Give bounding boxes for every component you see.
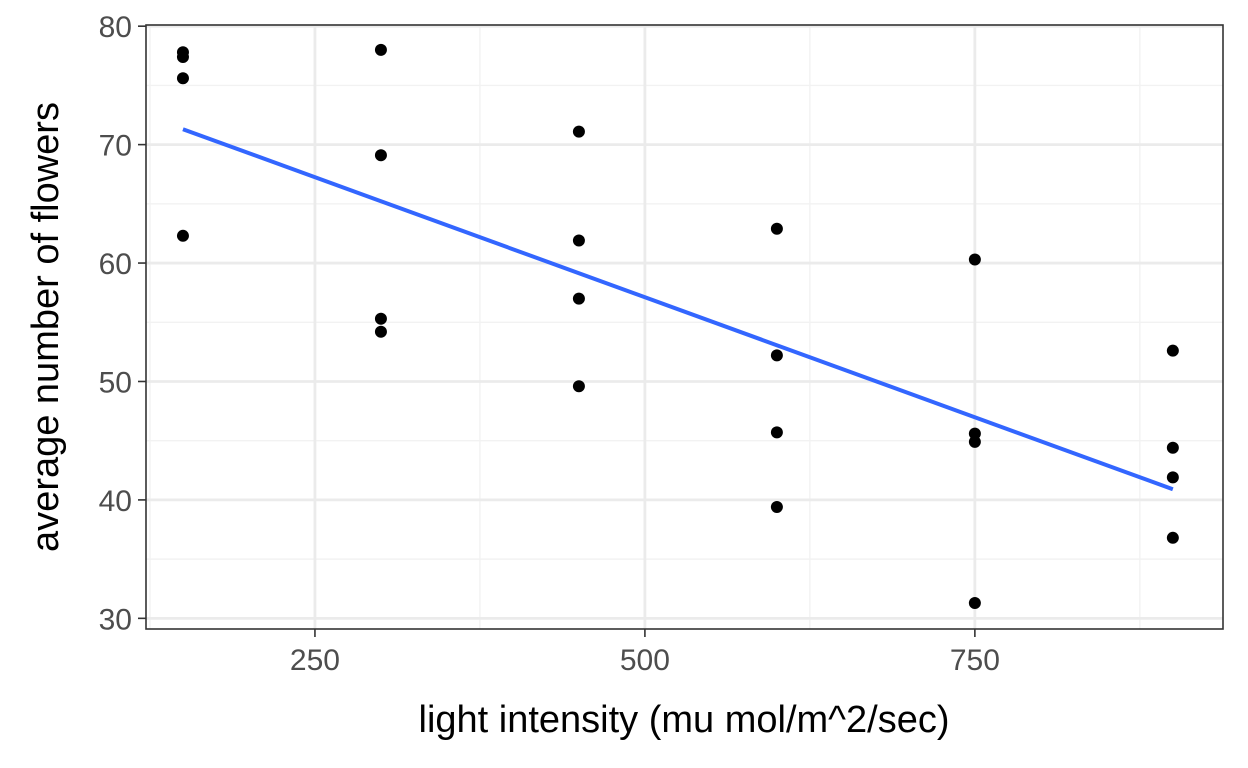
- plot-panel-background: [146, 25, 1223, 629]
- data-point: [572, 380, 585, 393]
- regression-line: [182, 127, 1174, 492]
- y-tick-label: 60: [99, 248, 132, 281]
- data-point: [572, 292, 585, 305]
- x-axis: 250 500 750: [290, 629, 1000, 677]
- points-layer: [176, 43, 1179, 609]
- y-axis: 30 40 50 60 70 80: [99, 11, 146, 636]
- data-point: [572, 234, 585, 247]
- y-axis-title: average number of flowers: [25, 102, 67, 552]
- y-tick-label: 40: [99, 485, 132, 518]
- y-tick-label: 70: [99, 130, 132, 163]
- data-point: [374, 43, 387, 56]
- data-point: [968, 253, 981, 266]
- grid-major: [146, 24, 1223, 629]
- data-point: [374, 325, 387, 338]
- grid-minor: [146, 25, 1223, 629]
- y-tick-label: 50: [99, 366, 132, 399]
- data-point: [1166, 471, 1179, 484]
- x-tick-label: 750: [950, 644, 1000, 677]
- fit-line-layer: [182, 127, 1174, 492]
- data-point: [374, 312, 387, 325]
- data-point: [770, 222, 783, 235]
- x-axis-title: light intensity (mu mol/m^2/sec): [419, 699, 950, 741]
- x-tick-label: 500: [620, 644, 670, 677]
- data-point: [770, 426, 783, 439]
- plot-panel-border: [145, 24, 1224, 630]
- data-point: [572, 125, 585, 138]
- data-point: [968, 427, 981, 440]
- data-point: [176, 72, 189, 85]
- data-point: [1166, 344, 1179, 357]
- data-point: [770, 501, 783, 514]
- data-point: [770, 349, 783, 362]
- data-point: [1166, 441, 1179, 454]
- y-tick-label: 80: [99, 11, 132, 44]
- data-point: [374, 149, 387, 162]
- x-tick-label: 250: [290, 644, 340, 677]
- data-point: [968, 596, 981, 609]
- data-point: [176, 229, 189, 242]
- data-point: [1166, 531, 1179, 544]
- data-point: [176, 50, 189, 63]
- y-tick-label: 30: [99, 603, 132, 636]
- data-point: [968, 435, 981, 448]
